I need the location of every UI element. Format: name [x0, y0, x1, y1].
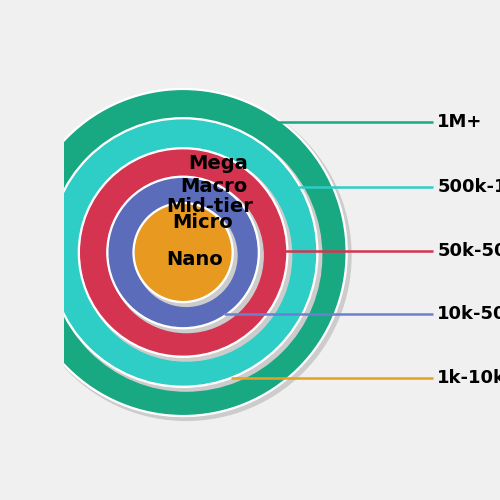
Circle shape — [109, 178, 263, 332]
Text: 1k-10k: 1k-10k — [437, 369, 500, 387]
Circle shape — [48, 118, 318, 387]
Text: 1M+: 1M+ — [437, 112, 482, 130]
Text: Nano: Nano — [166, 250, 223, 269]
Text: 500k-1M: 500k-1M — [437, 178, 500, 196]
Text: 10k-50k: 10k-50k — [437, 305, 500, 323]
Circle shape — [136, 205, 231, 300]
Text: Micro: Micro — [172, 214, 233, 233]
Text: Mid-tier: Mid-tier — [166, 197, 254, 216]
Circle shape — [78, 148, 288, 357]
Text: Mega: Mega — [188, 154, 248, 173]
Circle shape — [22, 91, 351, 420]
Text: Macro: Macro — [180, 177, 248, 196]
Circle shape — [80, 150, 286, 355]
Circle shape — [109, 178, 257, 326]
Circle shape — [50, 120, 322, 391]
Circle shape — [107, 176, 260, 328]
Text: 50k-500k: 50k-500k — [437, 242, 500, 260]
Circle shape — [133, 202, 233, 302]
Circle shape — [136, 205, 237, 306]
Circle shape — [50, 120, 316, 385]
Circle shape — [19, 88, 347, 416]
Circle shape — [80, 150, 292, 361]
Circle shape — [22, 91, 345, 414]
